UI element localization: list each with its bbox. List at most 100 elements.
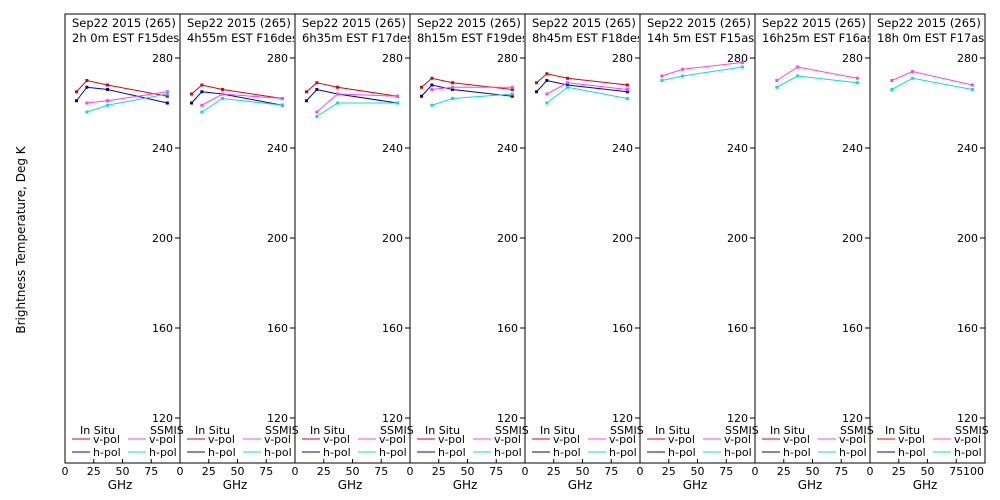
legend-label: h-pol <box>839 446 867 459</box>
data-point-ssmis-h-pol <box>200 110 204 114</box>
y-tick-label: 120 <box>152 412 173 425</box>
x-tick-label: 75 <box>719 465 733 478</box>
data-point-in-situ-v-pol <box>510 88 514 91</box>
data-point-ssmis-v-pol <box>430 88 434 91</box>
panel-subtitle: 8h45m EST F18des <box>532 31 643 45</box>
x-tick-label: 50 <box>231 465 245 478</box>
panel-title: Sep22 2015 (265) <box>877 16 981 30</box>
x-axis-label: GHz <box>913 478 938 492</box>
x-axis-label: GHz <box>683 478 708 492</box>
legend-ssmis-header: SSMIS <box>955 424 989 437</box>
x-axis-label: GHz <box>108 478 133 492</box>
data-point-ssmis-h-pol <box>625 97 629 100</box>
y-tick-label: 280 <box>497 52 518 65</box>
x-tick-label: 75 <box>604 465 618 478</box>
data-point-ssmis-h-pol <box>280 103 284 107</box>
data-point-ssmis-v-pol <box>315 110 319 114</box>
data-point-ssmis-v-pol <box>510 85 514 89</box>
legend-ssmis-header: SSMIS <box>265 424 299 437</box>
data-point-in-situ-h-pol <box>106 88 110 91</box>
panel-1: Sep22 2015 (265)2h 0m EST F15des 120 160 20… <box>62 13 184 492</box>
data-point-in-situ-v-pol <box>85 79 89 82</box>
series-line-in-situ-h-pol <box>306 88 398 104</box>
panel-5: Sep22 2015 (265)8h45m EST F18des 120 160 20… <box>522 13 644 492</box>
legend-label: v-pol <box>379 433 406 446</box>
data-point-ssmis-v-pol <box>200 103 204 107</box>
series-line-ssmis-h-pol <box>316 102 398 117</box>
x-tick-label: 25 <box>202 465 216 478</box>
series-line-in-situ-v-pol <box>536 73 628 86</box>
series-line-in-situ-v-pol <box>306 82 398 97</box>
y-tick-label: 120 <box>957 412 978 425</box>
series-line-in-situ-h-pol <box>191 91 283 106</box>
panel-subtitle: 4h55m EST F16des <box>187 31 298 45</box>
legend-label: h-pol <box>668 446 696 459</box>
series-line-in-situ-h-pol <box>536 79 628 93</box>
panel-title: Sep22 2015 (265) <box>417 16 521 30</box>
y-tick-label: 280 <box>612 52 633 65</box>
panel-subtitle: 8h15m EST F19des <box>417 31 528 45</box>
data-point-in-situ-v-pol <box>420 85 423 89</box>
legend-label: v-pol <box>724 433 751 446</box>
y-tick-label: 200 <box>957 232 978 245</box>
data-point-in-situ-v-pol <box>75 90 78 94</box>
data-point-ssmis-v-pol <box>451 85 455 89</box>
panel-subtitle: 2h 0m EST F15des <box>72 31 179 45</box>
legend-insitu-header: In Situ <box>770 424 805 437</box>
legend-insitu-header: In Situ <box>425 424 460 437</box>
y-tick-label: 240 <box>612 142 633 155</box>
data-point-in-situ-h-pol <box>545 79 549 82</box>
y-tick-label: 200 <box>382 232 403 245</box>
series-line-ssmis-h-pol <box>661 66 743 81</box>
legend-label: h-pol <box>898 446 926 459</box>
x-tick-label: 25 <box>317 465 331 478</box>
data-point-in-situ-h-pol <box>315 88 319 91</box>
data-point-ssmis-h-pol <box>315 115 319 118</box>
x-tick-label: 0 <box>752 465 759 478</box>
panel-title: Sep22 2015 (265) <box>532 16 636 30</box>
x-tick-label: 25 <box>432 465 446 478</box>
y-axis-label: Brightness Temperature, Deg K <box>14 145 28 333</box>
panel-titles: Sep22 2015 (265)18h 0m EST F17asc <box>877 16 984 44</box>
x-tick-label: 75 <box>374 465 388 478</box>
y-tick-label: 160 <box>267 322 288 335</box>
x-tick-label: 0 <box>407 465 414 478</box>
legend-label: v-pol <box>954 433 981 446</box>
y-tick-label: 120 <box>497 412 518 425</box>
legend-insitu-header: In Situ <box>80 424 115 437</box>
series-line-ssmis-v-pol <box>546 82 628 95</box>
y-tick-label: 200 <box>727 232 748 245</box>
data-point-ssmis-h-pol <box>970 88 974 91</box>
x-axis-label: GHz <box>453 478 478 492</box>
panels-group: Sep22 2015 (265) 2h 0m EST F15des 120 160 20… <box>62 13 989 492</box>
data-point-in-situ-v-pol <box>451 81 455 85</box>
data-point-ssmis-h-pol <box>681 74 685 78</box>
x-tick-label: 0 <box>62 465 69 478</box>
x-tick-label: 25 <box>87 465 101 478</box>
data-point-ssmis-h-pol <box>165 92 169 96</box>
x-tick-label: 50 <box>691 465 705 478</box>
panel-title: Sep22 2015 (265) <box>762 16 866 30</box>
panel-subtitle: 16h25m EST F16asc <box>762 31 879 45</box>
data-point-ssmis-v-pol <box>566 81 570 85</box>
legend-label: h-pol <box>609 446 637 459</box>
x-axis-label: GHz <box>338 478 363 492</box>
series-line-ssmis-h-pol <box>86 93 168 113</box>
legend-label: h-pol <box>553 446 581 459</box>
data-point-in-situ-h-pol <box>200 90 204 94</box>
y-tick-label: 240 <box>727 142 748 155</box>
legend-label: v-pol <box>609 433 636 446</box>
y-tick-label: 280 <box>267 52 288 65</box>
panel-8: Sep22 2015 (265)18h 0m EST F17asc 120 160 2… <box>867 13 989 492</box>
data-point-ssmis-v-pol <box>890 79 894 82</box>
y-tick-label: 240 <box>382 142 403 155</box>
data-point-in-situ-v-pol <box>625 83 629 87</box>
legend-label: v-pol <box>668 433 695 446</box>
x-tick-label: 0 <box>867 465 874 478</box>
data-point-ssmis-h-pol <box>430 103 434 107</box>
data-point-ssmis-v-pol <box>280 97 284 100</box>
legend-label: h-pol <box>783 446 811 459</box>
